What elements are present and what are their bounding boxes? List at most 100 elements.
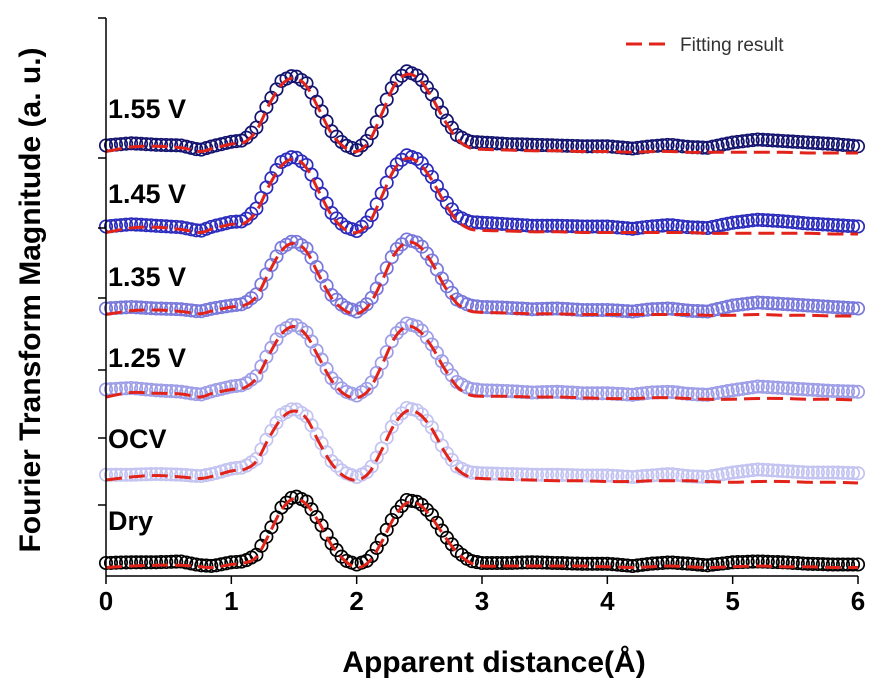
data-point <box>615 140 630 155</box>
data-point <box>735 381 750 396</box>
data-point <box>635 386 650 401</box>
fit-line-1-45-v <box>105 156 859 236</box>
data-point <box>840 557 856 572</box>
curve-label-1-45-v: 1.45 V <box>108 179 186 209</box>
data-point <box>414 497 429 512</box>
data-point <box>224 298 239 313</box>
data-point <box>635 220 650 235</box>
data-point <box>680 556 695 571</box>
data-point <box>825 383 840 399</box>
data-point <box>284 402 299 417</box>
data-point <box>680 220 695 235</box>
data-point <box>169 384 184 399</box>
data-point <box>174 554 189 569</box>
data-point <box>660 555 675 570</box>
data-point <box>154 383 169 398</box>
data-point <box>735 297 750 312</box>
data-point <box>600 468 615 483</box>
data-point <box>570 302 585 317</box>
data-point <box>389 242 404 257</box>
data-point <box>715 556 730 571</box>
data-point <box>665 385 680 400</box>
data-point <box>775 133 790 149</box>
data-point <box>324 287 339 303</box>
data-point <box>800 465 815 480</box>
data-point <box>830 557 845 572</box>
data-point <box>835 137 851 152</box>
data-point <box>640 302 655 317</box>
data-point <box>715 217 730 232</box>
y-axis-title: Fourier Transform Magnitude (a. u.) <box>14 47 47 552</box>
data-point <box>560 556 575 571</box>
data-point <box>580 139 595 154</box>
data-point <box>229 461 244 476</box>
data-point <box>715 467 730 482</box>
data-point <box>690 387 705 402</box>
data-point <box>124 555 139 570</box>
data-point <box>434 438 449 453</box>
data-point <box>555 467 570 482</box>
data-point <box>204 301 219 316</box>
data-point <box>324 454 339 469</box>
data-point <box>469 215 485 230</box>
data-point <box>434 354 449 369</box>
data-point <box>479 383 495 398</box>
fit-line-1-25-v <box>105 324 859 402</box>
data-point <box>189 468 204 483</box>
data-point <box>700 220 715 236</box>
data-point <box>805 135 820 150</box>
data-point <box>775 380 790 396</box>
data-point <box>394 68 409 83</box>
curve-label-1-55-v: 1.55 V <box>108 94 186 124</box>
data-point <box>740 296 755 311</box>
data-point <box>620 558 635 573</box>
data-point <box>495 216 510 231</box>
data-point <box>745 213 760 228</box>
data-point <box>840 300 856 315</box>
data-point <box>730 555 745 570</box>
data-point <box>575 386 590 401</box>
data-point <box>720 555 735 570</box>
data-point <box>685 303 700 318</box>
data-point <box>785 215 800 230</box>
data-point <box>805 556 820 571</box>
data-point <box>149 383 164 398</box>
data-point <box>830 137 845 152</box>
data-point <box>124 467 139 482</box>
data-point <box>630 140 645 155</box>
data-point <box>329 376 344 391</box>
data-point <box>610 140 625 155</box>
data-point <box>489 555 505 571</box>
data-point <box>505 301 520 316</box>
data-point <box>219 380 234 395</box>
data-point <box>149 555 164 570</box>
data-point <box>830 465 845 480</box>
data-point <box>134 136 149 151</box>
data-point <box>164 384 179 399</box>
data-point <box>119 217 134 232</box>
data-point <box>139 382 154 397</box>
data-point <box>113 555 129 570</box>
data-point <box>154 555 169 570</box>
data-point <box>139 300 154 315</box>
data-point <box>815 383 830 398</box>
data-point <box>159 383 174 398</box>
data-point <box>740 133 755 148</box>
data-point <box>805 382 820 397</box>
data-point <box>840 465 856 480</box>
data-point <box>605 303 620 318</box>
data-point <box>665 301 680 316</box>
data-point <box>113 300 129 315</box>
data-point <box>540 218 555 233</box>
data-point <box>384 419 399 434</box>
data-point <box>103 467 119 482</box>
data-point <box>685 387 700 402</box>
data-point <box>535 138 550 153</box>
data-point <box>399 492 414 508</box>
data-point <box>765 380 780 395</box>
data-point <box>745 380 760 395</box>
data-point <box>850 301 866 316</box>
data-point <box>840 384 856 399</box>
data-point <box>815 465 830 480</box>
data-point <box>479 555 495 571</box>
